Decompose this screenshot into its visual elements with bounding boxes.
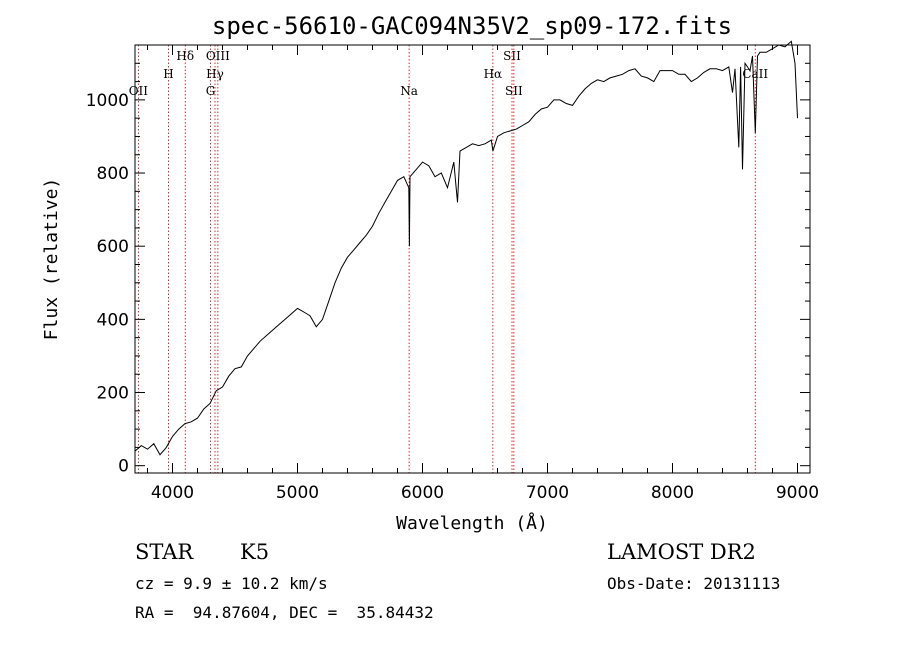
spectral-line-label: H [163,67,173,81]
y-tick-label: 200 [97,384,129,404]
coordinates: RA = 94.87604, DEC = 35.84432 [135,603,434,622]
chart-title: spec-56610-GAC094N35V2_sp09-172.fits [212,12,732,40]
y-tick-label: 400 [97,310,129,330]
x-tick-label: 4000 [151,483,194,503]
spectral-line-label: Hγ [206,67,224,81]
spectral-line-label: SII [503,49,521,63]
axis-ticks: 4000 5000 6000 7000 8000 9000 0 200 400 600 800 100… [86,45,819,503]
y-tick-label: 0 [118,457,129,477]
plot-frame [134,44,811,474]
spectral-line-label: G [206,84,216,98]
spectral-line-label: Hδ [176,49,194,63]
object-subclass: K5 [240,540,270,564]
spectral-line-label: OIII [206,49,230,63]
x-tick-label: 9000 [776,483,819,503]
spectral-line-label: Hα [484,67,503,81]
y-tick-label: 600 [97,237,129,257]
spectrum-series [134,40,798,456]
survey-name: LAMOST DR2 [607,540,756,564]
spectral-line-label: CaII [742,67,768,81]
y-tick-label: 800 [97,164,129,184]
x-tick-label: 7000 [526,483,569,503]
object-class: STAR [135,540,194,564]
y-tick-label: 1000 [86,91,129,111]
x-tick-label: 5000 [276,483,319,503]
redshift-readout: cz = 9.9 ± 10.2 km/s [135,574,328,593]
x-axis-label: Wavelength (Å) [396,512,548,534]
spectral-line-label: Na [400,84,418,98]
y-axis-label: Flux (relative) [41,178,62,341]
x-tick-label: 8000 [651,483,694,503]
spectral-line-label: SII [505,84,523,98]
obs-date: Obs-Date: 20131113 [607,574,781,593]
x-tick-label: 6000 [401,483,444,503]
spectral-line-label: OII [129,84,149,98]
